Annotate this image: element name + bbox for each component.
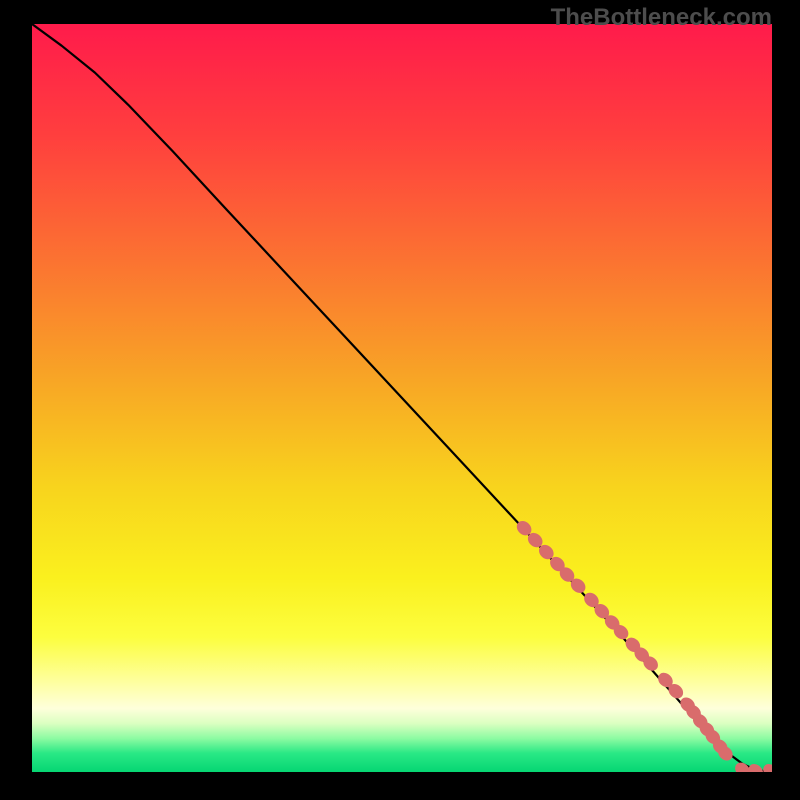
watermark-text: TheBottleneck.com <box>551 4 772 32</box>
chart-stage: TheBottleneck.com <box>0 0 800 800</box>
plot-area <box>32 24 772 772</box>
plot-svg <box>32 24 772 772</box>
